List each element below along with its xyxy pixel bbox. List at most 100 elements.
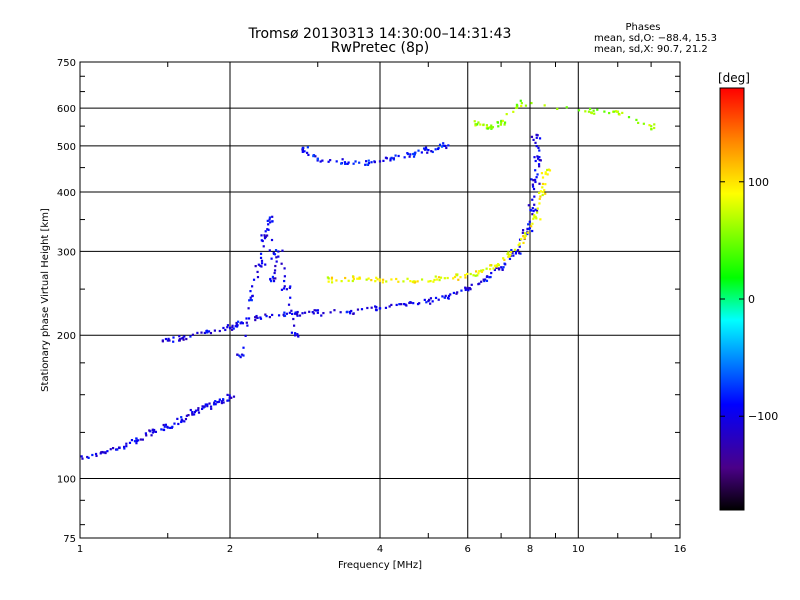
data-point <box>264 235 267 239</box>
data-point <box>615 110 618 113</box>
data-point <box>543 189 546 192</box>
colorbar-tick-label: 0 <box>748 293 755 306</box>
data-point <box>346 310 349 313</box>
data-point <box>431 150 434 154</box>
data-point <box>330 281 334 284</box>
data-point <box>488 268 492 271</box>
data-point <box>240 321 243 324</box>
data-point <box>508 255 511 258</box>
data-point <box>395 303 398 307</box>
data-point <box>548 169 552 172</box>
data-point <box>209 405 213 408</box>
data-point <box>495 265 498 268</box>
data-point <box>189 408 192 412</box>
data-point <box>365 278 368 281</box>
data-point <box>248 299 251 302</box>
data-point <box>587 110 591 113</box>
data-point <box>311 310 314 314</box>
data-point <box>246 324 249 327</box>
data-point <box>618 113 621 116</box>
data-point <box>327 160 330 163</box>
data-point <box>256 316 259 320</box>
x-tick-label: 10 <box>572 544 585 555</box>
data-point <box>440 145 444 148</box>
data-point <box>472 274 475 277</box>
data-point <box>589 107 592 111</box>
data-point <box>409 301 413 304</box>
data-point <box>201 405 204 408</box>
data-point <box>298 314 302 317</box>
y-tick-label: 75 <box>63 534 76 545</box>
x-tick-label: 1 <box>77 544 83 555</box>
data-point <box>536 157 540 160</box>
data-point <box>172 340 175 343</box>
data-point <box>308 310 311 313</box>
data-point <box>285 288 288 291</box>
data-point <box>524 234 527 237</box>
data-point <box>492 267 495 270</box>
data-point <box>166 339 169 342</box>
data-point <box>197 411 201 414</box>
data-point <box>272 251 275 254</box>
data-point <box>490 271 493 275</box>
phase-stats-title: Phases <box>625 22 661 33</box>
data-point <box>533 216 536 219</box>
data-point <box>214 403 217 406</box>
data-point <box>264 230 267 233</box>
colorbar-ticks: 100 0 −100 <box>720 176 778 423</box>
data-point <box>397 280 400 283</box>
data-point <box>226 399 229 402</box>
data-point <box>234 325 237 328</box>
data-point <box>357 277 361 280</box>
data-point <box>275 260 278 263</box>
data-point <box>544 192 547 195</box>
data-point <box>291 312 294 316</box>
data-point <box>530 178 533 181</box>
data-point <box>408 155 411 158</box>
data-point <box>375 309 378 312</box>
data-point <box>330 276 334 279</box>
data-point <box>422 147 426 150</box>
data-point <box>527 204 530 207</box>
data-point <box>488 276 491 279</box>
data-point <box>210 407 213 410</box>
data-point <box>266 234 269 237</box>
data-point <box>537 146 540 149</box>
data-point <box>244 334 247 337</box>
data-point <box>271 313 274 317</box>
data-point <box>420 151 423 154</box>
data-point <box>274 249 278 252</box>
data-point <box>489 275 492 279</box>
data-point <box>307 153 310 157</box>
data-point <box>512 254 515 257</box>
data-point <box>117 446 121 449</box>
data-point <box>536 155 539 158</box>
data-point <box>351 279 354 283</box>
axis-ticks: 1 2 4 6 8 10 16 75 100 200 300 400 500 600 750 <box>57 58 686 555</box>
data-point <box>416 302 420 306</box>
data-point <box>367 162 371 165</box>
data-point <box>497 263 500 266</box>
data-point <box>202 406 205 409</box>
data-point <box>160 428 163 431</box>
data-point <box>191 410 194 414</box>
data-point <box>381 278 385 281</box>
data-point <box>455 274 459 277</box>
data-point <box>259 256 263 259</box>
data-point <box>182 336 185 339</box>
data-point <box>538 182 541 185</box>
data-point <box>447 294 451 298</box>
data-point <box>329 159 332 162</box>
data-point <box>436 147 440 151</box>
data-point <box>650 128 653 131</box>
data-point <box>222 398 225 401</box>
data-point <box>266 228 269 231</box>
data-point <box>237 320 240 323</box>
data-point <box>208 402 211 405</box>
data-point <box>301 148 304 151</box>
data-point <box>281 249 284 252</box>
data-point <box>349 312 352 315</box>
data-point <box>189 335 192 338</box>
data-point <box>173 422 176 425</box>
data-point <box>444 294 447 297</box>
